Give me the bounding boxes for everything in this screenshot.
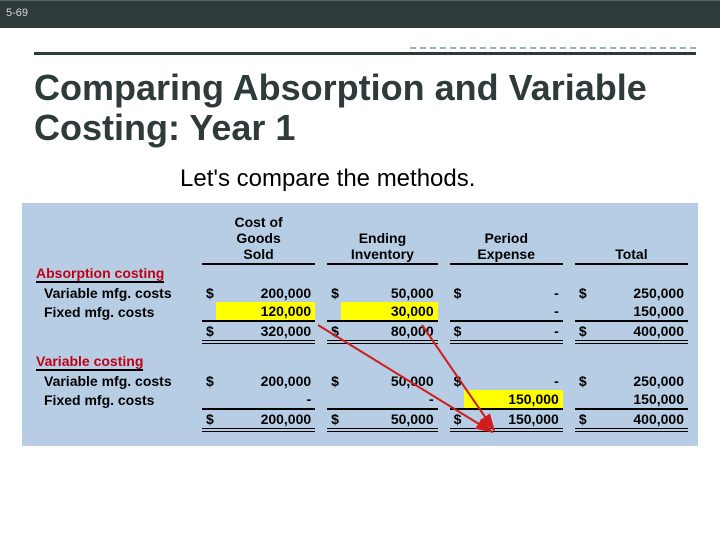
- cell-highlight: 150,000: [464, 390, 563, 409]
- currency-symbol: $: [450, 372, 464, 390]
- table-row: Variable mfg. costs $200,000 $50,000 $- …: [32, 284, 688, 302]
- cell: 50,000: [341, 284, 437, 302]
- currency-symbol: $: [327, 284, 341, 302]
- slide-number: 5-69: [6, 7, 28, 19]
- currency-symbol: $: [450, 284, 464, 302]
- currency-symbol: $: [575, 284, 589, 302]
- cell: 150,000: [589, 302, 688, 321]
- slide-subtitle: Let's compare the methods.: [180, 165, 720, 193]
- row-label: Variable mfg. costs: [32, 372, 202, 390]
- table-row: Variable mfg. costs $200,000 $50,000 $- …: [32, 372, 688, 390]
- col-period: PeriodExpense: [450, 213, 563, 264]
- costing-table-panel: Cost ofGoodsSold EndingInventory PeriodE…: [22, 203, 698, 446]
- table-row: Fixed mfg. costs 120,000 30,000 - 150,00…: [32, 302, 688, 321]
- cell: 250,000: [589, 372, 688, 390]
- currency-symbol: $: [327, 321, 341, 342]
- currency-symbol: $: [450, 409, 464, 430]
- cell: 150,000: [589, 390, 688, 409]
- currency-symbol: $: [202, 321, 216, 342]
- table-row: Fixed mfg. costs - - 150,000 150,000: [32, 390, 688, 409]
- currency-symbol: $: [450, 321, 464, 342]
- col-cogs: Cost ofGoodsSold: [202, 213, 315, 264]
- section-variable: Variable costing: [36, 353, 143, 371]
- currency-symbol: $: [327, 409, 341, 430]
- cell-total: 400,000: [589, 409, 688, 430]
- table-row: $320,000 $80,000 $- $400,000: [32, 321, 688, 342]
- table-row: Variable costing: [32, 352, 688, 372]
- cell: 50,000: [341, 372, 437, 390]
- col-total: Total: [575, 213, 688, 264]
- cell: 200,000: [216, 284, 315, 302]
- table-row: Absorption costing: [32, 264, 688, 284]
- cell: -: [464, 372, 563, 390]
- row-label: Variable mfg. costs: [32, 284, 202, 302]
- cell: -: [464, 302, 563, 321]
- cell-total: 80,000: [341, 321, 437, 342]
- row-label: Fixed mfg. costs: [32, 302, 202, 321]
- cell: -: [464, 284, 563, 302]
- currency-symbol: $: [575, 321, 589, 342]
- cell: 200,000: [216, 372, 315, 390]
- cell-total: 200,000: [216, 409, 315, 430]
- currency-symbol: $: [327, 372, 341, 390]
- table-row: $200,000 $50,000 $150,000 $400,000: [32, 409, 688, 430]
- cell: -: [341, 390, 437, 409]
- cell-total: 400,000: [589, 321, 688, 342]
- cell-total: 50,000: [341, 409, 437, 430]
- currency-symbol: $: [575, 409, 589, 430]
- rule-dashed: [410, 47, 696, 49]
- currency-symbol: $: [575, 372, 589, 390]
- currency-symbol: $: [202, 284, 216, 302]
- rule-solid: [34, 52, 696, 55]
- cell-total: -: [464, 321, 563, 342]
- col-ending: EndingInventory: [327, 213, 437, 264]
- cell: -: [216, 390, 315, 409]
- cell-total: 150,000: [464, 409, 563, 430]
- slide-title: Comparing Absorption and Variable Costin…: [34, 68, 720, 147]
- currency-symbol: $: [202, 409, 216, 430]
- slide-top-bar: 5-69: [0, 0, 720, 28]
- cell-highlight: 30,000: [341, 302, 437, 321]
- cell-total: 320,000: [216, 321, 315, 342]
- table-header-row: Cost ofGoodsSold EndingInventory PeriodE…: [32, 213, 688, 264]
- row-label: Fixed mfg. costs: [32, 390, 202, 409]
- currency-symbol: $: [202, 372, 216, 390]
- cell-highlight: 120,000: [216, 302, 315, 321]
- section-absorption: Absorption costing: [36, 265, 164, 283]
- costing-table: Cost ofGoodsSold EndingInventory PeriodE…: [32, 213, 688, 432]
- title-rule: [0, 44, 720, 64]
- cell: 250,000: [589, 284, 688, 302]
